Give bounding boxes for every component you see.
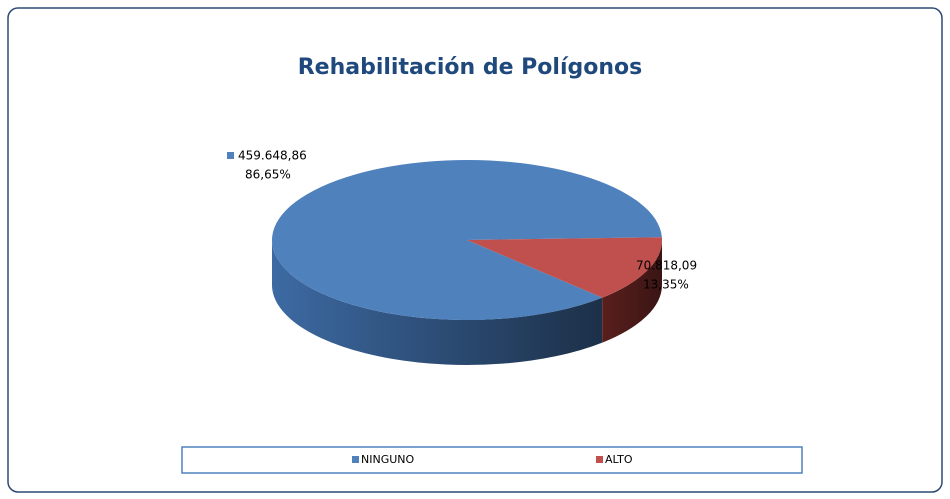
slice: [467, 237, 662, 298]
percent-label: 13,35%: [643, 278, 689, 292]
legend-label: ALTO: [605, 453, 633, 466]
legend-key: [352, 456, 359, 463]
value-label: 70.818,09: [636, 259, 697, 273]
legend-key: [596, 456, 603, 463]
slice-side: [602, 240, 662, 343]
value-label: 459.648,86: [238, 149, 307, 163]
percent-label: 86,65%: [245, 168, 291, 182]
legend-label: NINGUNO: [361, 453, 415, 466]
slice: [272, 159, 662, 320]
label-key: [227, 152, 234, 159]
label-key: [625, 262, 632, 269]
slice-side: [272, 240, 603, 366]
chart-title: Rehabilitación de Polígonos: [298, 55, 643, 80]
legend-box: [181, 446, 803, 474]
